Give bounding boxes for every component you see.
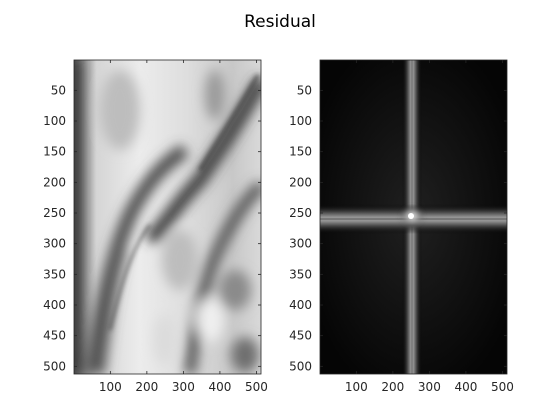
left-ytick-label: 200 xyxy=(43,175,66,189)
left-ytick-label: 450 xyxy=(43,329,66,343)
right-ytick-label: 350 xyxy=(289,267,312,281)
left-ticks: 100 200 300 400 500 50 100 150 200 250 300 350 400 45… xyxy=(43,60,268,394)
left-ytick-label: 150 xyxy=(43,145,66,159)
right-ytick-label: 200 xyxy=(289,175,312,189)
left-image xyxy=(74,60,261,374)
right-xtick-label: 300 xyxy=(418,380,441,394)
left-ytick-label: 100 xyxy=(43,114,66,128)
left-ytick-label: 500 xyxy=(43,359,66,373)
left-ytick-label: 350 xyxy=(43,267,66,281)
left-xtick-label: 400 xyxy=(208,380,231,394)
right-ytick-label: 400 xyxy=(289,298,312,312)
figure-title: Residual xyxy=(244,12,316,32)
right-ytick-label: 150 xyxy=(289,145,312,159)
right-image xyxy=(320,60,507,374)
left-ytick-label: 50 xyxy=(51,83,66,97)
left-ytick-label: 250 xyxy=(43,206,66,220)
right-ytick-label: 50 xyxy=(297,83,312,97)
left-xtick-label: 100 xyxy=(99,380,122,394)
left-axes: 100 200 300 400 500 50 100 150 200 250 300 350 400 45… xyxy=(43,59,268,394)
right-axes: 100 200 300 400 500 50 100 150 200 250 300 350 400 45… xyxy=(289,59,514,394)
right-xtick-label: 200 xyxy=(381,380,404,394)
right-ytick-label: 300 xyxy=(289,237,312,251)
right-ytick-label: 500 xyxy=(289,359,312,373)
left-xtick-label: 200 xyxy=(135,380,158,394)
right-axes-frame xyxy=(319,59,508,375)
left-axes-frame xyxy=(73,59,262,375)
right-xtick-label: 100 xyxy=(345,380,368,394)
right-ytick-label: 250 xyxy=(289,206,312,220)
right-xtick-label: 400 xyxy=(454,380,477,394)
left-ytick-label: 300 xyxy=(43,237,66,251)
left-xtick-label: 500 xyxy=(245,380,268,394)
right-ytick-label: 450 xyxy=(289,329,312,343)
right-ticks: 100 200 300 400 500 50 100 150 200 250 300 350 400 45… xyxy=(289,60,514,394)
right-ytick-label: 100 xyxy=(289,114,312,128)
left-xtick-label: 300 xyxy=(172,380,195,394)
right-xtick-label: 500 xyxy=(491,380,514,394)
left-ytick-label: 400 xyxy=(43,298,66,312)
